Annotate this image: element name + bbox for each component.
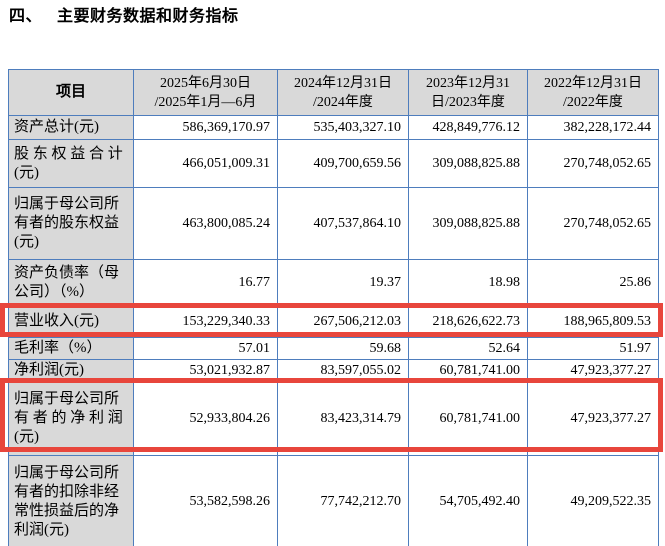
cell-value: 53,021,932.87	[133, 359, 278, 382]
cell-value: 57.01	[133, 337, 278, 360]
row-label: 毛利率（%）	[8, 337, 134, 360]
column-header-2023: 2023年12月31 日/2023年度	[408, 69, 528, 116]
row-net-profit-deducting-non-recurring: 归属于母公司所 有者的扣除非经 常性损益后的净 利润(元) 53,582,598…	[8, 455, 659, 546]
cell-value: 60,781,741.00	[408, 381, 528, 456]
cell-value: 51.97	[527, 337, 659, 360]
cell-value: 407,537,864.10	[277, 187, 409, 260]
cell-value: 53,582,598.26	[133, 455, 278, 546]
cell-value: 52,933,804.26	[133, 381, 278, 456]
cell-value: 309,088,825.88	[408, 187, 528, 260]
cell-value: 16.77	[133, 259, 278, 306]
cell-value: 382,228,172.44	[527, 115, 659, 140]
cell-value: 59.68	[277, 337, 409, 360]
cell-value: 466,051,009.31	[133, 139, 278, 188]
cell-value: 60,781,741.00	[408, 359, 528, 382]
row-total-equity: 股 东 权 益 合 计 (元) 466,051,009.31 409,700,6…	[8, 139, 659, 188]
row-label: 归属于母公司所 有者的股东权益 (元)	[8, 187, 134, 260]
row-label: 资产负债率（母 公司）（%）	[8, 259, 134, 306]
cell-value: 309,088,825.88	[408, 139, 528, 188]
cell-value: 153,229,340.33	[133, 305, 278, 338]
row-label: 股 东 权 益 合 计 (元)	[8, 139, 134, 188]
section-title: 四、 主要财务数据和财务指标	[9, 7, 239, 27]
cell-value: 47,923,377.27	[527, 381, 659, 456]
row-debt-to-asset-ratio: 资产负债率（母 公司）（%） 16.77 19.37 18.98 25.86	[8, 259, 659, 306]
section-number: 四、	[9, 8, 43, 25]
cell-value: 218,626,622.73	[408, 305, 528, 338]
cell-value: 188,965,809.53	[527, 305, 659, 338]
cell-value: 535,403,327.10	[277, 115, 409, 140]
row-label: 净利润(元)	[8, 359, 134, 382]
table-header-row: 项目 2025年6月30日 /2025年1月—6月 2024年12月31日 /2…	[8, 69, 659, 116]
column-header-2024: 2024年12月31日 /2024年度	[277, 69, 409, 116]
column-header-2025: 2025年6月30日 /2025年1月—6月	[133, 69, 278, 116]
cell-value: 270,748,052.65	[527, 139, 659, 188]
column-header-item: 项目	[8, 69, 134, 116]
cell-value: 83,423,314.79	[277, 381, 409, 456]
row-label: 归属于母公司所 有 者 的 净 利 润 (元)	[8, 381, 134, 456]
row-net-profit-attributable-to-parent: 归属于母公司所 有 者 的 净 利 润 (元) 52,933,804.26 83…	[8, 381, 659, 456]
cell-value: 18.98	[408, 259, 528, 306]
row-operating-revenue: 营业收入(元) 153,229,340.33 267,506,212.03 21…	[8, 305, 659, 338]
cell-value: 267,506,212.03	[277, 305, 409, 338]
row-net-profit: 净利润(元) 53,021,932.87 83,597,055.02 60,78…	[8, 359, 659, 382]
cell-value: 19.37	[277, 259, 409, 306]
row-total-assets: 资产总计(元) 586,369,170.97 535,403,327.10 42…	[8, 115, 659, 140]
row-equity-attributable-to-parent: 归属于母公司所 有者的股东权益 (元) 463,800,085.24 407,5…	[8, 187, 659, 260]
cell-value: 586,369,170.97	[133, 115, 278, 140]
cell-value: 270,748,052.65	[527, 187, 659, 260]
cell-value: 409,700,659.56	[277, 139, 409, 188]
section-title-text: 主要财务数据和财务指标	[57, 8, 239, 25]
cell-value: 54,705,492.40	[408, 455, 528, 546]
cell-value: 83,597,055.02	[277, 359, 409, 382]
row-label: 营业收入(元)	[8, 305, 134, 338]
cell-value: 25.86	[527, 259, 659, 306]
cell-value: 463,800,085.24	[133, 187, 278, 260]
cell-value: 49,209,522.35	[527, 455, 659, 546]
row-label: 归属于母公司所 有者的扣除非经 常性损益后的净 利润(元)	[8, 455, 134, 546]
cell-value: 52.64	[408, 337, 528, 360]
cell-value: 77,742,212.70	[277, 455, 409, 546]
row-label: 资产总计(元)	[8, 115, 134, 140]
cell-value: 428,849,776.12	[408, 115, 528, 140]
cell-value: 47,923,377.27	[527, 359, 659, 382]
column-header-2022: 2022年12月31日 /2022年度	[527, 69, 659, 116]
financial-data-table: 项目 2025年6月30日 /2025年1月—6月 2024年12月31日 /2…	[8, 69, 659, 546]
row-gross-margin: 毛利率（%） 57.01 59.68 52.64 51.97	[8, 337, 659, 360]
